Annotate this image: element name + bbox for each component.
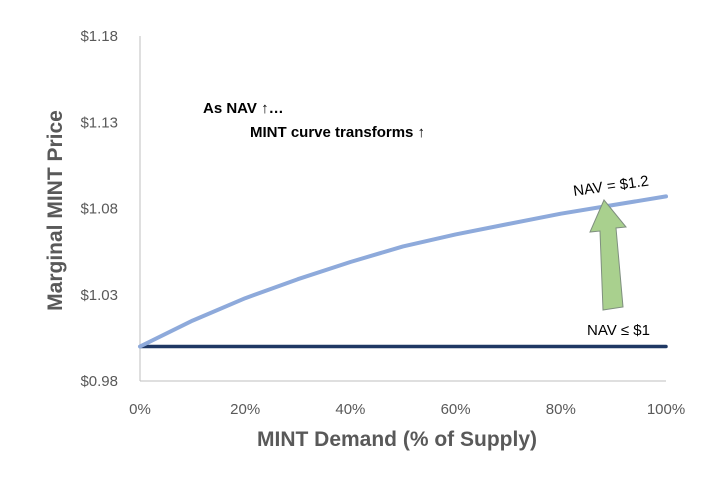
y-tick-label: $1.13 bbox=[80, 114, 118, 131]
x-tick-label: 20% bbox=[230, 401, 260, 418]
up-arrow-icon bbox=[589, 199, 627, 311]
y-axis-title: Marginal MINT Price bbox=[44, 110, 67, 311]
y-tick-label: $0.98 bbox=[80, 373, 118, 390]
annotation-line-2: MINT curve transforms ↑ bbox=[250, 124, 425, 141]
axes bbox=[139, 36, 666, 382]
annotation-line-1: As NAV ↑… bbox=[203, 100, 284, 117]
x-tick-label: 80% bbox=[546, 401, 576, 418]
series-line-nav-1-2 bbox=[138, 194, 668, 349]
x-tick-label: 100% bbox=[647, 401, 685, 418]
x-axis-title: MINT Demand (% of Supply) bbox=[257, 428, 537, 451]
y-tick-label: $1.08 bbox=[80, 201, 118, 218]
x-tick-labels: 0% 20% 40% 60% 80% 100% bbox=[129, 401, 685, 418]
x-tick-label: 40% bbox=[335, 401, 365, 418]
series-label-nav-1-2: NAV = $1.2 bbox=[572, 173, 650, 200]
series-label-nav-le-1: NAV ≤ $1 bbox=[587, 322, 650, 339]
y-tick-labels: $0.98 $1.03 $1.08 $1.13 $1.18 bbox=[80, 28, 118, 390]
x-tick-label: 60% bbox=[441, 401, 471, 418]
y-tick-label: $1.18 bbox=[80, 28, 118, 45]
series-lines bbox=[138, 194, 668, 349]
y-tick-label: $1.03 bbox=[80, 287, 118, 304]
x-tick-label: 0% bbox=[129, 401, 151, 418]
